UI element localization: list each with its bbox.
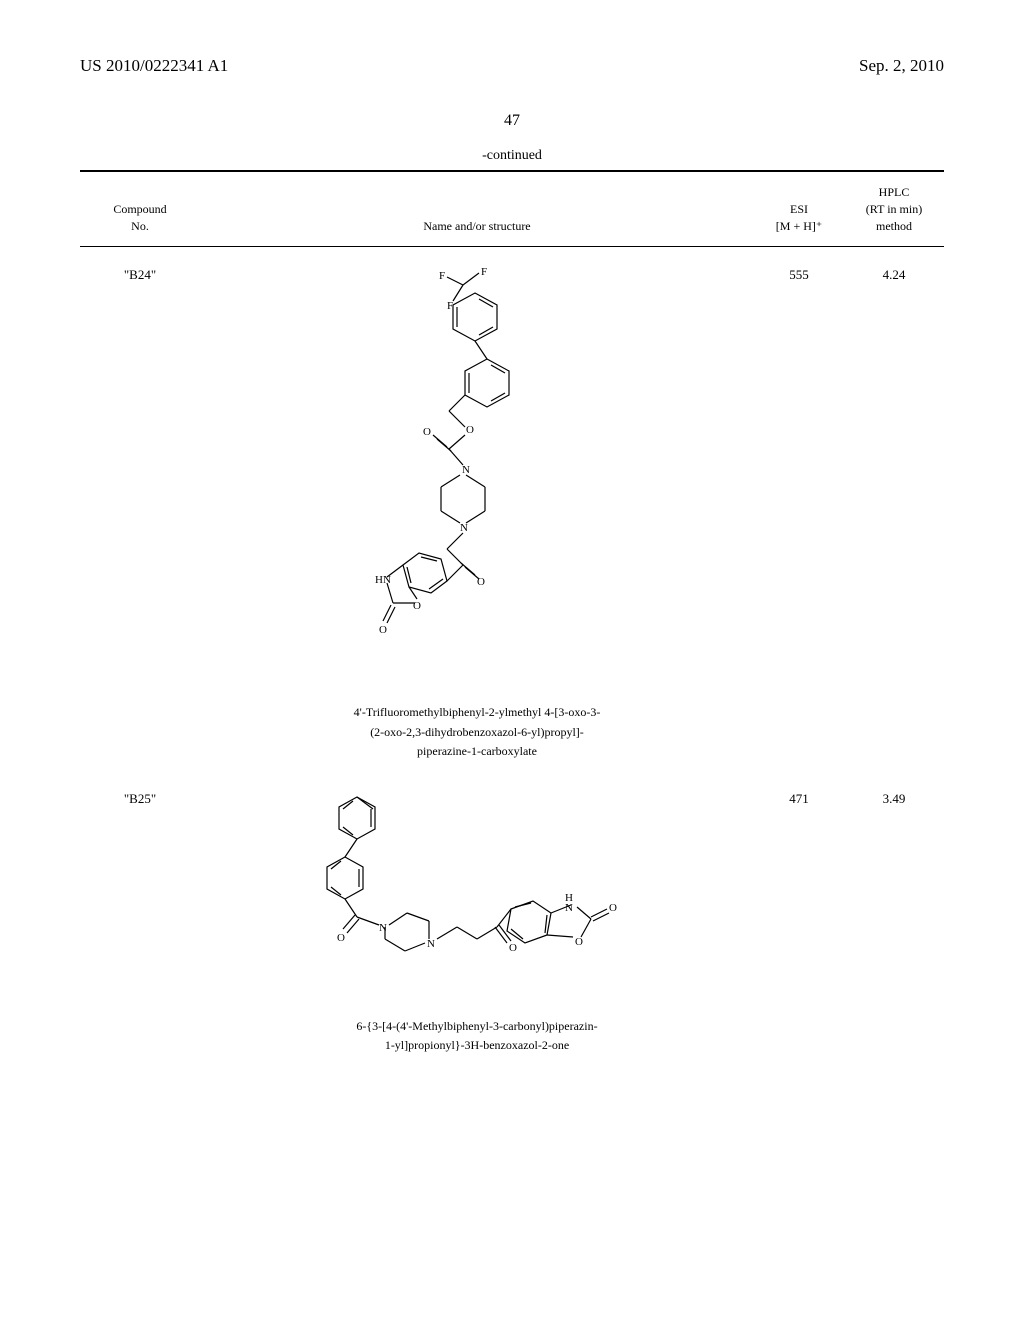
name-structure-cell: O N N xyxy=(200,787,754,1065)
compound-no-cell: "B24" xyxy=(80,263,200,771)
svg-text:O: O xyxy=(609,902,617,914)
compound-name: 6-{3-[4-(4'-Methylbiphenyl-3-carbonyl)pi… xyxy=(200,1017,754,1055)
publication-date: Sep. 2, 2010 xyxy=(859,56,944,76)
table-row: "B24" F F F xyxy=(80,247,944,771)
svg-text:O: O xyxy=(477,576,485,588)
page-header: US 2010/0222341 A1 Sep. 2, 2010 xyxy=(80,56,944,76)
svg-text:O: O xyxy=(509,942,517,954)
svg-text:O: O xyxy=(575,936,583,948)
esi-cell: 471 xyxy=(754,787,844,1065)
svg-text:F: F xyxy=(481,266,487,278)
svg-text:O: O xyxy=(466,424,474,436)
svg-text:F: F xyxy=(439,270,445,282)
table-row: "B25" xyxy=(80,771,944,1065)
publication-number: US 2010/0222341 A1 xyxy=(80,56,228,76)
svg-text:HN: HN xyxy=(375,574,391,586)
svg-text:O: O xyxy=(413,600,421,612)
hplc-cell: 4.24 xyxy=(844,263,944,771)
svg-text:N: N xyxy=(427,938,435,950)
svg-text:N: N xyxy=(379,922,387,934)
col-compound-no: Compound No. xyxy=(80,201,200,235)
chemical-structure-b25: O N N xyxy=(287,787,667,997)
svg-text:O: O xyxy=(423,426,431,438)
svg-text:N: N xyxy=(462,464,470,476)
svg-text:O: O xyxy=(337,932,345,944)
continued-label: -continued xyxy=(80,148,944,164)
compound-name: 4'-Trifluoromethylbiphenyl-2-ylmethyl 4-… xyxy=(200,703,754,761)
name-structure-cell: F F F xyxy=(200,263,754,771)
table-top-rule xyxy=(80,170,944,172)
compound-no-cell: "B25" xyxy=(80,787,200,1065)
col-name-structure: Name and/or structure xyxy=(200,218,754,235)
hplc-cell: 3.49 xyxy=(844,787,944,1065)
col-hplc: HPLC (RT in min) method xyxy=(844,184,944,234)
esi-cell: 555 xyxy=(754,263,844,771)
compound-table: Compound No. Name and/or structure ESI [… xyxy=(80,170,944,1065)
svg-text:N: N xyxy=(460,522,468,534)
table-header-row: Compound No. Name and/or structure ESI [… xyxy=(80,176,944,242)
chemical-structure-b24: F F F xyxy=(367,263,587,683)
svg-text:F: F xyxy=(447,300,453,312)
page-number: 47 xyxy=(80,112,944,130)
svg-text:O: O xyxy=(379,624,387,636)
col-esi: ESI [M + H]⁺ xyxy=(754,201,844,235)
svg-text:N: N xyxy=(565,902,573,914)
